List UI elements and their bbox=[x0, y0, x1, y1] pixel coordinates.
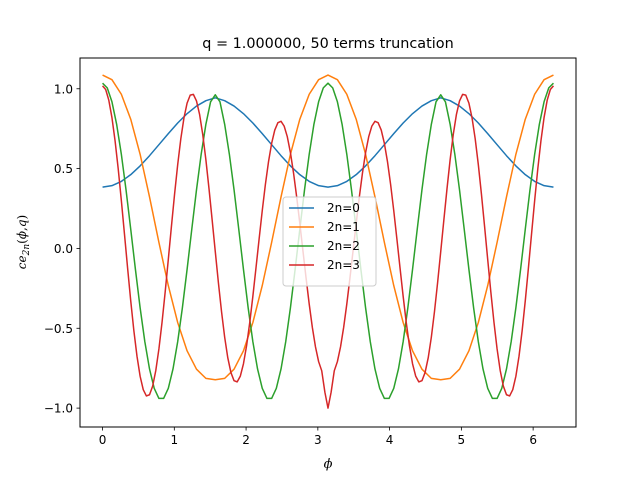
legend: 2n=0 2n=1 2n=2 2n=3 bbox=[282, 196, 377, 287]
y-tick-label: 0.5 bbox=[54, 162, 73, 176]
legend-label-3: 2n=3 bbox=[327, 258, 360, 272]
y-tick-label: −0.5 bbox=[44, 322, 73, 336]
series-line-2 bbox=[102, 82, 554, 400]
legend-box bbox=[282, 196, 377, 287]
x-tick-label: 5 bbox=[458, 433, 466, 447]
legend-label-2: 2n=2 bbox=[327, 239, 360, 253]
y-tick-label: 0.0 bbox=[54, 242, 73, 256]
chart-title: q = 1.000000, 50 terms truncation bbox=[202, 36, 453, 52]
x-tick-label: 6 bbox=[529, 433, 537, 447]
series-line-1 bbox=[102, 74, 554, 381]
plot-area bbox=[79, 57, 577, 428]
legend-label-0: 2n=0 bbox=[327, 201, 360, 215]
y-axis-label-group: ce2n(ϕ,q) bbox=[15, 215, 32, 269]
x-axis: 0 1 2 3 4 5 6 bbox=[99, 427, 537, 447]
y-tick-label: −1.0 bbox=[44, 402, 73, 416]
series-line-0 bbox=[102, 97, 554, 188]
x-axis-label: ϕ bbox=[324, 457, 333, 472]
y-tick-label: 1.0 bbox=[54, 82, 73, 96]
legend-label-1: 2n=1 bbox=[327, 220, 360, 234]
series-line-3 bbox=[101, 85, 555, 409]
x-tick-label: 0 bbox=[99, 433, 107, 447]
y-axis: −1.0 −0.5 0.0 0.5 1.0 bbox=[44, 82, 80, 416]
x-axis-label-group: ϕ bbox=[324, 457, 333, 472]
x-tick-label: 2 bbox=[242, 433, 250, 447]
series-layer bbox=[101, 74, 555, 409]
y-axis-label: ce2n(ϕ,q) bbox=[15, 215, 32, 269]
axes-frame bbox=[79, 57, 577, 428]
x-tick-label: 3 bbox=[314, 433, 322, 447]
x-tick-label: 1 bbox=[170, 433, 178, 447]
x-tick-label: 4 bbox=[386, 433, 394, 447]
